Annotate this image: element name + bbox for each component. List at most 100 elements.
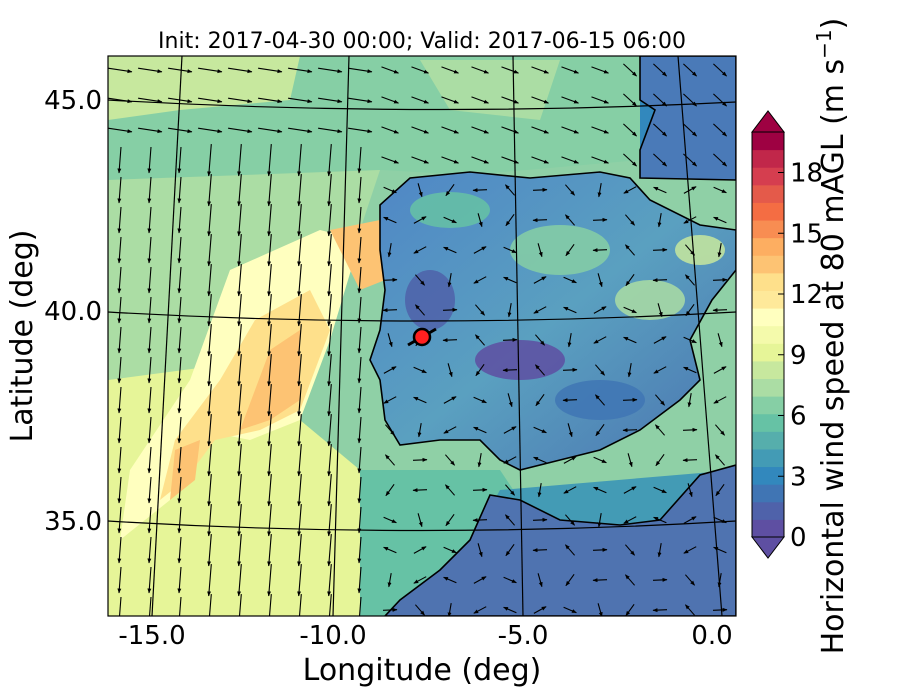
wind-arrow [327,414,332,447]
wind-arrow [531,96,549,104]
wind-arrow [327,564,332,597]
wind-arrow [623,516,637,524]
wind-arrow [177,386,182,414]
wind-arrow [414,274,426,286]
wind-arrow [357,416,362,444]
wind-arrow [327,324,332,357]
wind-arrow [318,127,343,134]
wind-arrow [653,516,667,524]
wind-arrow [653,486,667,494]
wind-arrow [237,174,242,207]
plot-frame [107,55,737,617]
wind-arrow [624,544,636,556]
wind-arrow [348,97,373,104]
wind-arrow [624,574,636,586]
wind-arrow [198,97,223,104]
wind-arrow [502,337,518,342]
wind-arrow [473,396,487,404]
wind-arrow [534,334,546,346]
wind-arrow [177,326,182,354]
wind-arrow [258,67,283,74]
wind-arrow [567,423,573,438]
wind-arrow [473,606,487,614]
wind-arrow [297,414,302,447]
wind-arrow [117,416,122,444]
wind-arrow [207,174,212,207]
wind-arrow [501,156,519,164]
wind-arrow [657,543,662,558]
wind-arrow [597,183,602,198]
wind-arrow [327,144,332,177]
wind-arrow [591,96,609,104]
wind-arrow [147,176,152,204]
wind-arrow [357,266,362,294]
wind-arrow [198,67,223,74]
wind-arrow [683,93,697,107]
wind-arrow [267,204,272,237]
wind-arrow [713,153,727,167]
wind-arrow [327,204,332,237]
wind-arrow [565,573,575,587]
wind-arrow [684,244,696,256]
wind-arrow [357,356,362,384]
wind-arrow [357,386,362,414]
wind-arrow [682,458,698,463]
wind-arrow [507,393,513,408]
wind-arrow [684,274,696,286]
wind-arrow [327,504,332,537]
wind-arrow [713,366,727,374]
wind-arrow [177,236,182,264]
wind-arrow [443,246,457,254]
wind-arrow [505,543,515,557]
wind-arrow [412,488,428,493]
wind-arrow [147,356,152,384]
wind-arrow [474,304,486,316]
wind-arrow [413,546,427,554]
wind-arrow [534,364,546,376]
wind-arrow [237,144,242,177]
wind-arrow [657,213,662,228]
wind-arrow [653,93,667,107]
wind-arrow [622,428,638,433]
wind-arrow [387,573,392,588]
wind-arrow [417,423,422,438]
wind-arrow [267,384,272,417]
wind-arrow [168,67,193,74]
wind-arrow [357,476,362,504]
wind-arrow [177,146,182,174]
wind-arrow [685,303,695,317]
wind-arrow [117,506,122,534]
wind-arrow [237,504,242,537]
wind-arrow [117,536,122,564]
wind-arrow [177,206,182,234]
wind-arrow [447,363,453,378]
colorbar-level [752,202,784,221]
wind-arrow [237,534,242,567]
wind-arrow [267,234,272,267]
wind-arrow [683,186,697,194]
wind-arrow [297,324,302,357]
wind-arrow [267,324,272,357]
wind-arrow [383,186,397,194]
wind-arrow [447,603,452,616]
wind-arrow [147,266,152,294]
colorbar-frame [751,131,785,538]
y-tick-label: 40.0 [44,297,102,327]
wind-arrow [717,333,723,348]
wind-arrow [532,218,548,223]
wind-arrow [147,536,152,564]
wind-arrow [442,307,458,312]
wind-arrow [297,504,302,537]
colorbar-level [752,431,784,450]
wind-arrow [228,97,253,104]
wind-arrow [383,366,397,374]
wind-arrow [207,534,212,567]
wind-arrow [593,456,607,464]
wind-arrow [507,303,512,318]
wind-arrow [531,126,549,134]
colorbar-level [752,184,784,203]
wind-arrow [198,127,223,134]
x-tick-label: -15.0 [118,621,185,651]
wind-vectors [108,63,728,616]
wind-arrow [412,457,428,462]
